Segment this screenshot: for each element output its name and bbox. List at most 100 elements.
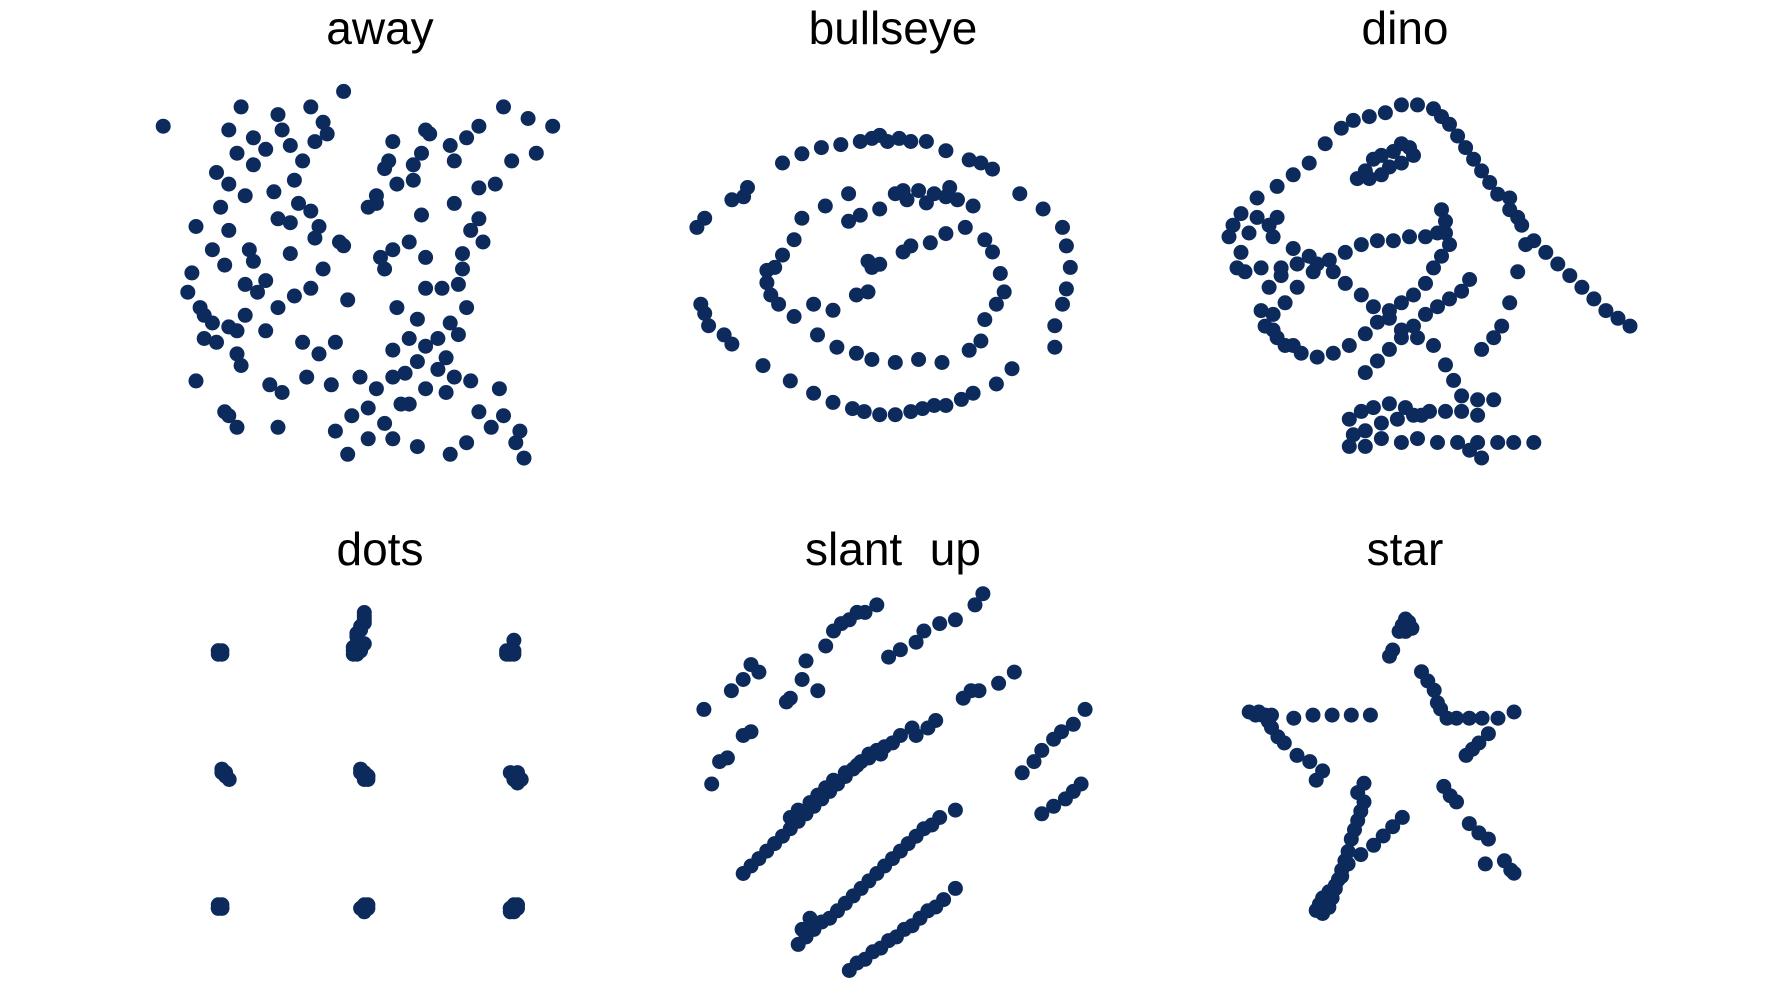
scatter-point: [217, 257, 233, 273]
scatter-point: [918, 134, 934, 149]
scatter-point: [965, 385, 981, 401]
scatter-point: [385, 134, 401, 150]
scatter-point: [1474, 710, 1490, 726]
scatter-point: [967, 597, 983, 613]
scatter-point: [826, 772, 841, 788]
scatter-point: [385, 342, 401, 358]
scatter-point: [852, 134, 868, 149]
scatter-point: [356, 605, 372, 620]
scatter-point: [794, 672, 810, 687]
scatter-point: [1610, 310, 1626, 326]
scatter-point: [1410, 97, 1425, 113]
scatter-points: [1241, 611, 1522, 921]
scatter-point: [1289, 747, 1305, 763]
scatter-point: [697, 210, 713, 226]
scatter-point: [817, 198, 833, 214]
scatter-point: [911, 183, 927, 199]
scatter-point: [455, 246, 470, 262]
scatter-point: [1393, 97, 1409, 113]
scatter-point: [430, 361, 446, 377]
scatter-point: [922, 235, 938, 251]
scatter-point: [516, 450, 532, 466]
scatter-point: [1369, 233, 1385, 249]
scatter-point: [1253, 303, 1269, 319]
scatter-point: [291, 195, 306, 211]
scatter-point: [1454, 403, 1470, 419]
scatter-point: [1442, 237, 1457, 253]
scatter-point: [1490, 710, 1506, 726]
scatter-point: [693, 296, 709, 312]
scatter-point: [825, 394, 841, 410]
scatter-point: [1474, 450, 1490, 466]
scatter-point: [848, 345, 864, 361]
scatter-point: [1430, 225, 1445, 241]
scatter-point: [1474, 163, 1490, 179]
scatter-point: [1309, 349, 1325, 365]
scatter-point: [857, 604, 873, 620]
scatter-point: [1510, 264, 1526, 280]
scatter-point: [973, 333, 989, 349]
scatter-point: [936, 892, 952, 908]
scatter-point: [409, 354, 425, 370]
scatter-point: [723, 683, 739, 699]
scatter-point: [1065, 716, 1081, 732]
scatter-point: [1586, 291, 1602, 307]
scatter-point: [934, 355, 950, 370]
scatter-point: [188, 219, 204, 234]
scatter-point: [829, 339, 845, 355]
scatter-point: [303, 203, 319, 219]
scatter-point: [245, 157, 261, 173]
scatter-point: [1490, 435, 1506, 450]
scatter-point: [214, 900, 230, 916]
scatter-point: [1357, 438, 1373, 454]
scatter-point: [385, 369, 401, 385]
scatter-point: [1269, 178, 1285, 194]
scatter-point: [965, 198, 981, 214]
scatter-point: [184, 265, 200, 281]
scatter-point: [438, 385, 454, 400]
scatter-point: [1034, 806, 1050, 822]
scatter-point: [188, 373, 204, 389]
scatter-point: [1073, 776, 1089, 792]
scatter-point: [1324, 707, 1340, 723]
scatter-points: [689, 127, 1078, 423]
scatter-point: [487, 176, 503, 192]
scatter-point: [1434, 248, 1449, 264]
scatter-point: [377, 261, 393, 277]
scatter-point: [869, 597, 885, 613]
scatter-point: [996, 284, 1012, 300]
scatter-point: [985, 244, 1000, 260]
scatter-point: [1598, 303, 1614, 319]
scatter-point: [759, 275, 775, 291]
scatter-point: [1382, 648, 1397, 664]
scatter-point: [1285, 167, 1301, 183]
scatter-point: [985, 161, 1000, 177]
scatter-point: [1394, 809, 1410, 825]
scatter-point: [442, 446, 458, 462]
scatter-point: [852, 207, 868, 223]
scatter-point: [743, 724, 759, 740]
scatter-point: [373, 249, 388, 265]
scatter-point: [1026, 754, 1042, 770]
scatter-point: [1343, 707, 1359, 723]
scatter-point: [947, 880, 963, 896]
scatter-point: [887, 407, 903, 423]
scatter-point: [1054, 724, 1069, 740]
scatter-point: [409, 439, 425, 455]
scatter-point: [356, 900, 372, 916]
scatter-point: [1325, 345, 1341, 361]
scatter-point: [1353, 403, 1369, 419]
scatter-point: [740, 180, 755, 195]
scatter-point: [755, 358, 771, 374]
scatter-point: [928, 713, 944, 728]
scatter-point: [1442, 116, 1457, 132]
scatter-point: [794, 921, 810, 937]
scatter-point: [1357, 365, 1373, 381]
scatter-point: [356, 636, 372, 652]
panel-slant-up: slant up: [696, 523, 1093, 978]
scatter-point: [1462, 272, 1478, 287]
scatter-point: [1375, 828, 1391, 844]
scatter-point: [1273, 260, 1289, 276]
scatter-point: [1317, 136, 1333, 152]
scatter-point: [368, 381, 384, 397]
